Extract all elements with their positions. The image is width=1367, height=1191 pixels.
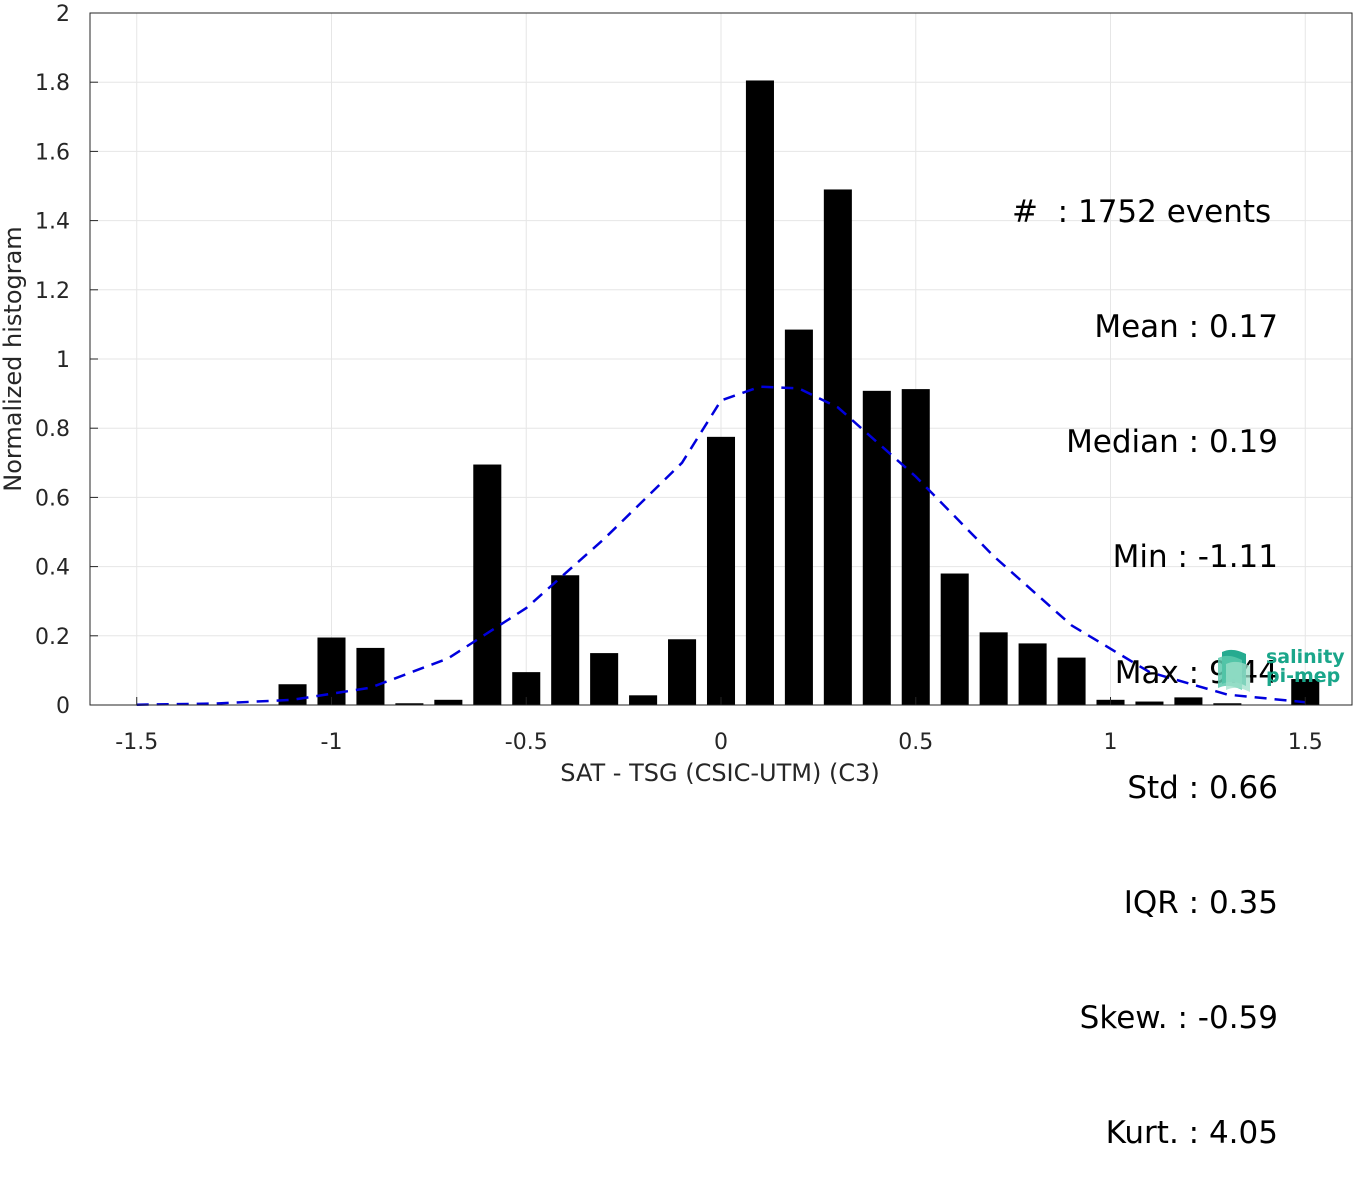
histogram-bar: [1213, 703, 1242, 705]
salinity-pimep-logo: salinity pi-mep: [1216, 646, 1346, 694]
histogram-bar: [979, 632, 1008, 705]
histogram-bars: [278, 80, 1320, 706]
y-tick-label: 1.8: [35, 71, 70, 96]
x-tick-labels: -1.5 -1 -0.5 0 0.5 1 1.5: [115, 730, 1322, 755]
x-tick-label: 0.5: [898, 730, 933, 755]
logo-line-1: salinity: [1266, 646, 1345, 668]
x-tick-label: -1.5: [115, 730, 158, 755]
axes-frame: [89, 12, 1353, 706]
x-tick-label: -1: [321, 730, 343, 755]
histogram-bar: [551, 575, 580, 705]
histogram-bar: [745, 80, 774, 706]
histogram-bar: [940, 573, 969, 705]
y-tick-label: 1: [56, 348, 70, 373]
histogram-bar: [629, 695, 658, 705]
histogram-bar: [395, 703, 424, 705]
y-tick-label: 2: [56, 2, 70, 27]
stats-events-line: # : 1752 events: [1012, 193, 1272, 230]
stats-iqr: IQR : 0.35: [1123, 885, 1278, 922]
y-tick-label: 1.4: [35, 210, 70, 235]
y-tick-label: 0: [56, 694, 70, 719]
x-tick-label: 1: [1104, 730, 1118, 755]
histogram-chart: -1.5 -1 -0.5 0 0.5 1 1.5 0 0.2 0.4 0.6 0.8 1 1.2 1.4 1…: [0, 2, 1353, 785]
y-tick-label: 1.2: [35, 279, 70, 304]
histogram-bar: [668, 639, 697, 705]
wave-logo-icon: [1218, 649, 1250, 692]
stats-mean: Mean : 0.17: [1094, 309, 1278, 346]
histogram-bar: [784, 329, 813, 705]
logo-line-2: pi-mep: [1266, 665, 1341, 687]
histogram-bar: [862, 390, 891, 705]
histogram-bar: [278, 684, 307, 705]
histogram-bar: [901, 389, 930, 705]
histogram-bar: [1018, 643, 1047, 705]
y-tick-label: 0.2: [35, 625, 70, 650]
x-tick-label: 0: [714, 730, 728, 755]
histogram-bar: [590, 653, 619, 705]
stats-median: Median : 0.19: [1066, 424, 1278, 461]
y-axis-label: Normalized histogram: [0, 226, 27, 491]
histogram-bar: [1057, 657, 1086, 705]
histogram-bar: [823, 189, 852, 705]
stats-kurt: Kurt. : 4.05: [1105, 1115, 1278, 1152]
stats-min: Min : -1.11: [1112, 539, 1278, 576]
stats-std: Std : 0.66: [1127, 769, 1278, 806]
stats-events: # : 1752 events: [1012, 116, 1271, 270]
histogram-bar: [1174, 697, 1203, 705]
histogram-bar: [706, 436, 736, 705]
y-tick-label: 0.6: [35, 486, 70, 511]
histogram-bar: [1135, 701, 1164, 705]
histogram-bar: [317, 637, 346, 705]
y-tick-labels: 0 0.2 0.4 0.6 0.8 1 1.2 1.4 1.6 1.8 2: [35, 2, 70, 719]
x-axis-label: SAT - TSG (CSIC-UTM) (C3): [560, 759, 879, 785]
fit-curve-line: [136, 385, 1306, 706]
y-tick-label: 0.4: [35, 556, 70, 581]
histogram-bar: [356, 647, 385, 705]
histogram-bar: [473, 464, 502, 705]
x-tick-label: 1.5: [1288, 730, 1323, 755]
y-tick-label: 1.6: [35, 140, 70, 165]
x-tick-label: -0.5: [505, 730, 548, 755]
fit-curve: [136, 385, 1306, 706]
y-tick-label: 0.8: [35, 417, 70, 442]
logo-text: salinity pi-mep: [1266, 648, 1345, 686]
histogram-bar: [434, 699, 463, 705]
stats-skew: Skew. : -0.59: [1079, 1000, 1278, 1037]
